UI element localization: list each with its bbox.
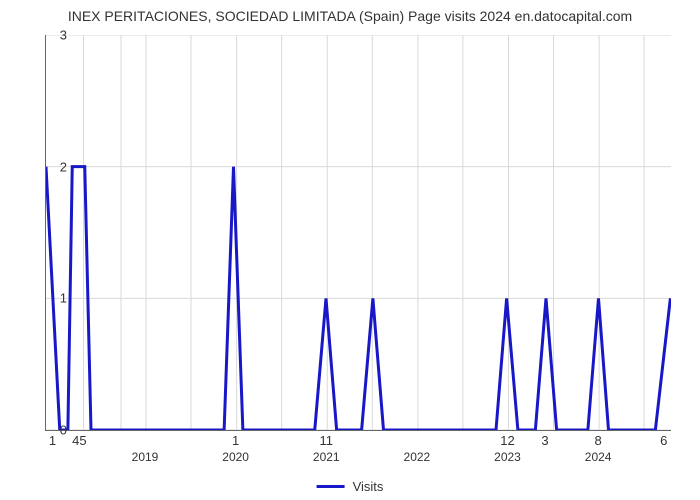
plot-area <box>45 35 671 431</box>
x-value-label: 45 <box>72 433 86 448</box>
y-tick-label: 2 <box>60 159 67 174</box>
x-value-label: 12 <box>500 433 514 448</box>
y-tick-label: 1 <box>60 291 67 306</box>
x-year-label: 2022 <box>404 450 431 464</box>
x-value-label: 1 <box>49 433 56 448</box>
x-year-label: 2021 <box>313 450 340 464</box>
series-line <box>46 167 670 430</box>
legend: Visits <box>317 479 384 494</box>
y-tick-label: 0 <box>60 423 67 438</box>
chart-title: INEX PERITACIONES, SOCIEDAD LIMITADA (Sp… <box>0 0 700 24</box>
x-year-label: 2024 <box>585 450 612 464</box>
x-value-label: 6 <box>660 433 667 448</box>
x-value-label: 8 <box>595 433 602 448</box>
x-year-label: 2019 <box>132 450 159 464</box>
legend-swatch <box>317 485 345 488</box>
chart-container: INEX PERITACIONES, SOCIEDAD LIMITADA (Sp… <box>0 0 700 500</box>
x-value-label: 11 <box>320 433 334 448</box>
x-value-label: 1 <box>232 433 239 448</box>
legend-label: Visits <box>353 479 384 494</box>
series-svg <box>46 35 671 430</box>
x-year-label: 2020 <box>222 450 249 464</box>
x-year-label: 2023 <box>494 450 521 464</box>
y-tick-label: 3 <box>60 28 67 43</box>
x-value-label: 3 <box>541 433 548 448</box>
